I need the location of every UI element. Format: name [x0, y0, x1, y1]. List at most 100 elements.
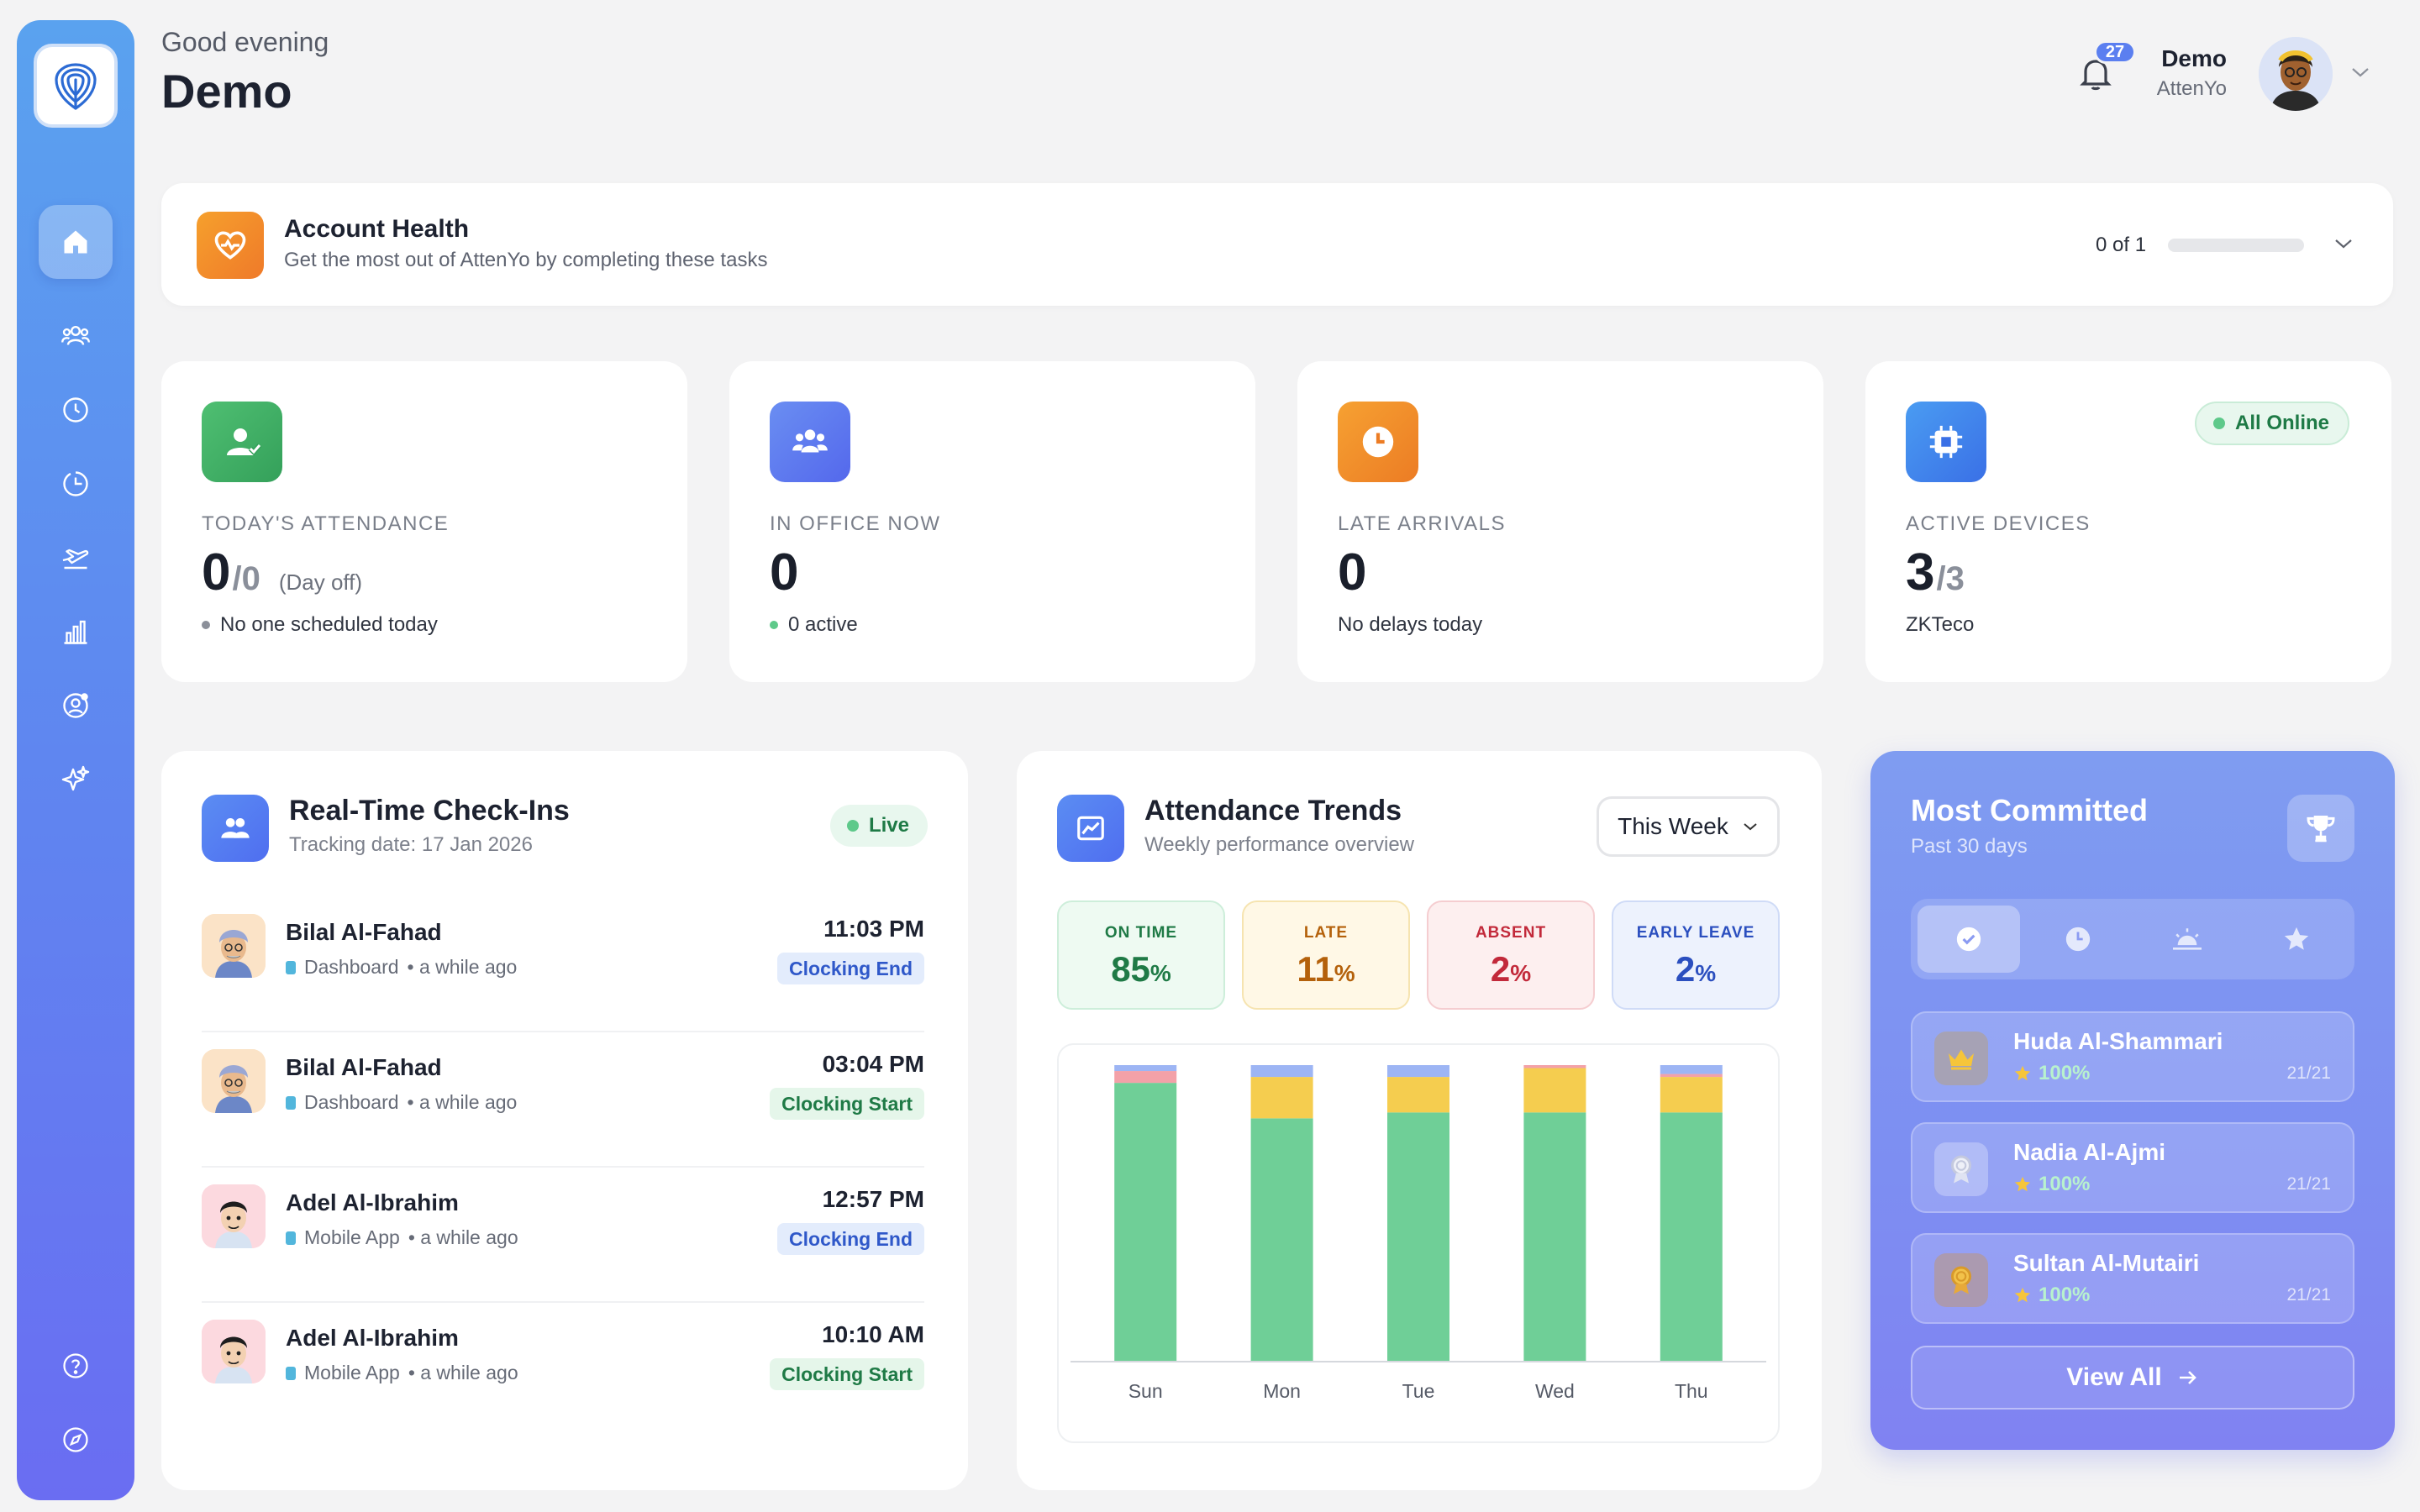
bar-late-thu	[1660, 1077, 1723, 1113]
stat-footer-text: 0 active	[788, 613, 858, 636]
metric-number: 11	[1297, 949, 1334, 989]
list-item[interactable]: Nadia Al-Ajmi 100% 21/21	[1911, 1122, 2354, 1213]
tab-hours[interactable]	[2027, 906, 2129, 973]
sidebar-item-employees[interactable]	[39, 299, 113, 373]
sidebar-item-home[interactable]	[39, 205, 113, 279]
stat-total: /0	[232, 560, 260, 597]
stat-footer: No one scheduled today	[202, 613, 438, 637]
user-name[interactable]: Demo	[2161, 45, 2227, 71]
bar-absent-sun	[1114, 1071, 1177, 1084]
user-avatar-illustration	[2259, 37, 2333, 111]
metric-unit: %	[1150, 960, 1171, 986]
sidebar-item-reports[interactable]	[39, 595, 113, 669]
bar-late-mon	[1250, 1077, 1313, 1119]
account-health-banner[interactable]: Account Health Get the most out of Atten…	[161, 183, 2393, 306]
committed-pct-value: 100%	[2039, 1062, 2091, 1084]
avatar	[202, 1049, 266, 1113]
metric-absent: ABSENT 2%	[1427, 900, 1595, 1010]
stat-footer: 0 active	[770, 613, 858, 637]
sidebar-item-shifts[interactable]	[39, 447, 113, 521]
compass-icon	[63, 1427, 88, 1452]
bell-icon[interactable]	[2075, 52, 2116, 94]
stat-label: LATE ARRIVALS	[1338, 512, 1507, 535]
chevron-down-icon[interactable]	[2333, 235, 2354, 252]
sidebar-item-profile[interactable]	[39, 669, 113, 743]
stat-card-late-arrivals[interactable]: LATE ARRIVALS 0 No delays today	[1297, 361, 1823, 682]
period-select[interactable]: This Week	[1597, 796, 1780, 857]
clock-icon	[2065, 927, 2091, 952]
clock-icon	[1338, 402, 1418, 482]
metric-value: 2%	[1428, 949, 1593, 990]
metric-label: LATE	[1303, 924, 1349, 942]
list-item[interactable]: Adel Al-Ibrahim Mobile App • a while ago …	[202, 1168, 924, 1303]
user-org: AttenYo	[2156, 77, 2227, 100]
view-all-button[interactable]: View All	[1911, 1346, 2354, 1410]
list-item[interactable]: Sultan Al-Mutairi 100% 21/21	[1911, 1233, 2354, 1324]
status-dot	[770, 621, 778, 629]
avatar	[202, 914, 266, 978]
attendance-chart-svg: Sun Mon Tue Wed Thu	[1071, 1065, 1766, 1402]
committed-subtitle: Past 30 days	[1911, 835, 2028, 858]
trophy-icon[interactable]	[2287, 795, 2354, 862]
checkin-source: Mobile App	[304, 1226, 400, 1248]
bar-stack-mon	[1250, 1065, 1313, 1361]
checkin-when: • a while ago	[407, 956, 518, 978]
chevron-down-icon[interactable]	[2349, 64, 2371, 81]
star-icon	[2284, 927, 2309, 950]
stat-card-active-devices[interactable]: All Online ACTIVE DEVICES 3/3 ZKTeco	[1865, 361, 2391, 682]
star-icon	[2014, 1065, 2031, 1081]
trends-title: Attendance Trends	[1144, 795, 1402, 827]
checkin-meta: Dashboard • a while ago	[286, 956, 517, 979]
user-settings-icon	[63, 693, 88, 718]
stat-footer: ZKTeco	[1906, 613, 1974, 637]
stat-label: TODAY'S ATTENDANCE	[202, 512, 450, 535]
period-select-value: This Week	[1618, 813, 1728, 839]
metric-late: LATE 11%	[1242, 900, 1410, 1010]
attendance-trends-panel: Attendance Trends Weekly performance ove…	[1017, 751, 1822, 1490]
list-item[interactable]: Bilal Al-Fahad Dashboard • a while ago 03…	[202, 1032, 924, 1168]
sidebar-item-help[interactable]	[39, 1329, 113, 1403]
metric-label: EARLY LEAVE	[1636, 924, 1755, 942]
sidebar-item-leaves[interactable]	[39, 521, 113, 595]
clock-pie-icon	[63, 471, 88, 496]
devices-status-badge: All Online	[2194, 402, 2349, 445]
bar-early-leave-tue	[1387, 1065, 1449, 1078]
committed-count: 21/21	[2286, 1174, 2331, 1194]
bar-early-leave-sun	[1114, 1065, 1177, 1072]
crown-icon	[1934, 1032, 1988, 1085]
plane-icon	[62, 549, 89, 570]
sparkles-icon	[61, 765, 90, 791]
bar-chart-icon	[64, 620, 87, 644]
sidebar-item-explore[interactable]	[39, 1403, 113, 1477]
heart-pulse-icon	[197, 212, 264, 279]
tab-top-rated[interactable]	[2245, 906, 2348, 973]
tab-on-time[interactable]	[1918, 906, 2020, 973]
avatar[interactable]	[2259, 37, 2333, 111]
live-label: Live	[868, 814, 909, 837]
metric-number: 2	[1675, 949, 1696, 989]
metric-value: 11%	[1244, 949, 1408, 990]
metric-on-time: ON TIME 85%	[1057, 900, 1225, 1010]
list-item[interactable]: Adel Al-Ibrahim Mobile App • a while ago …	[202, 1303, 924, 1438]
stat-number: 0	[770, 543, 799, 601]
star-icon	[2014, 1287, 2031, 1303]
stat-total: /3	[1936, 560, 1965, 597]
stat-value: 0	[1338, 543, 1366, 602]
sidebar-item-attendance[interactable]	[39, 373, 113, 447]
view-all-label: View All	[2066, 1363, 2162, 1391]
list-item[interactable]: Bilal Al-Fahad Dashboard • a while ago 11…	[202, 897, 924, 1032]
cpu-icon	[1906, 402, 1986, 482]
fingerprint-leaf-logo-icon	[55, 63, 97, 110]
health-progress-text: 0 of 1	[2096, 234, 2147, 256]
x-tick-label: Tue	[1402, 1380, 1435, 1402]
list-item[interactable]: Huda Al-Shammari 100% 21/21	[1911, 1011, 2354, 1102]
bar-absent-thu	[1660, 1074, 1723, 1078]
bar-stack-tue	[1387, 1065, 1449, 1361]
status-dot	[202, 621, 210, 629]
tab-early-bird[interactable]	[2136, 906, 2238, 973]
status-badge: Clocking Start	[770, 1088, 924, 1120]
sidebar-item-ai[interactable]	[39, 743, 113, 816]
stat-card-in-office[interactable]: IN OFFICE NOW 0 0 active	[729, 361, 1255, 682]
stat-card-attendance[interactable]: TODAY'S ATTENDANCE 0/0 (Day off) No one s…	[161, 361, 687, 682]
app-logo[interactable]	[34, 44, 118, 128]
